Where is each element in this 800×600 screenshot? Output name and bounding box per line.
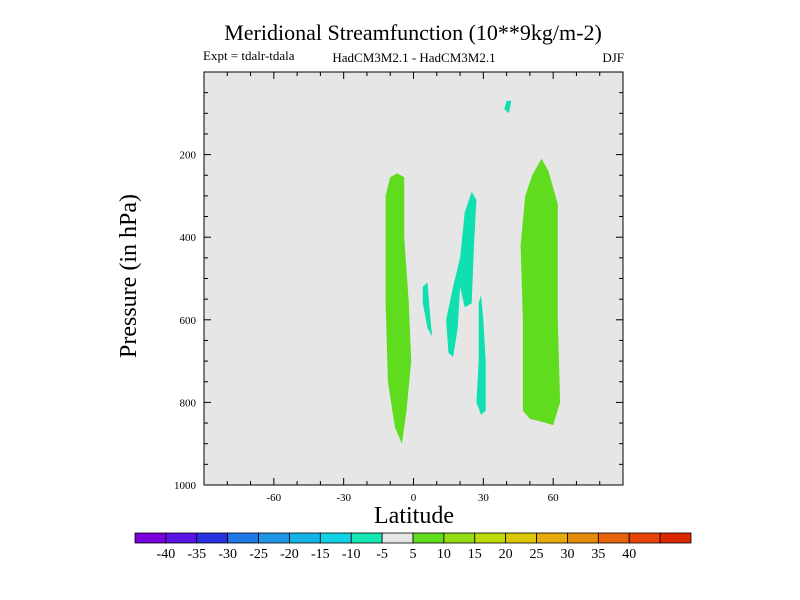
colorbar-label: -40	[157, 547, 176, 562]
colorbar-swatch	[536, 532, 568, 544]
y-tick-label: 1000	[174, 480, 197, 492]
colorbar-swatch	[289, 532, 321, 544]
x-axis-title: Latitude	[374, 503, 454, 529]
colorbar-swatch	[381, 532, 414, 544]
colorbar-swatch	[628, 532, 661, 544]
colorbar-label: -10	[342, 547, 361, 562]
contour-region-negative-10-to-5-upper-jet	[504, 100, 512, 114]
plot-background	[204, 72, 623, 485]
contour-region-positive-5-to-10-south	[385, 173, 412, 444]
contour-region-positive-5-to-10-north	[520, 158, 561, 426]
colorbar-label: 35	[591, 547, 605, 562]
colorbar-label: -5	[376, 547, 388, 562]
x-tick-label: -60	[266, 492, 281, 504]
contour-region-negative-10-to-5-midlat	[446, 191, 477, 357]
colorbar-swatch	[165, 532, 198, 544]
colorbar-label: 30	[560, 547, 574, 562]
x-tick-label: 30	[478, 492, 490, 504]
colorbar-label: 10	[437, 547, 451, 562]
colorbar-swatch	[505, 532, 537, 544]
colorbar-swatch	[597, 532, 630, 544]
colorbar-swatch	[412, 532, 445, 544]
colorbar-label: 15	[468, 547, 482, 562]
colorbar-label: -20	[280, 547, 299, 562]
colorbar-label: 5	[410, 547, 417, 562]
colorbar-swatch	[134, 532, 167, 544]
colorbar-label: 40	[622, 547, 636, 562]
y-tick-label: 200	[180, 150, 197, 162]
axis-ticks: -60 -30 0 30 60 200 400 600 800 1000	[174, 72, 623, 504]
x-tick-label: 60	[548, 492, 560, 504]
colorbar-swatch	[350, 532, 383, 544]
colorbar-swatch	[443, 532, 476, 544]
colorbar-label: -15	[311, 547, 330, 562]
colorbar-swatch	[659, 532, 692, 544]
colorbar-label: -30	[218, 547, 237, 562]
x-tick-label: -30	[336, 492, 351, 504]
colorbar: -40 -35 -30 -25 -20 -15 -10 -5 5 10 15 20 25 30 35 40	[134, 532, 692, 562]
colorbar-swatch	[567, 532, 599, 544]
colorbar-swatch	[258, 532, 290, 544]
colorbar-swatch	[474, 532, 507, 544]
colorbar-label: -35	[187, 547, 206, 562]
colorbar-label: -25	[249, 547, 268, 562]
y-tick-label: 800	[180, 397, 197, 409]
colorbar-label: 20	[499, 547, 513, 562]
y-tick-label: 600	[180, 315, 197, 327]
y-tick-label: 400	[180, 232, 197, 244]
colorbar-swatch	[319, 532, 352, 544]
colorbar-swatch	[196, 532, 229, 544]
experiment-label: Expt = tdalr-tdala	[203, 48, 295, 63]
x-tick-label: 0	[411, 492, 417, 504]
y-axis-title: Pressure (in hPa)	[116, 194, 142, 358]
colorbar-label: 25	[530, 547, 544, 562]
chart-title: Meridional Streamfunction (10**9kg/m-2)	[224, 20, 602, 45]
model-comparison-label: HadCM3M2.1 - HadCM3M2.1	[332, 50, 495, 65]
contour-region-negative-10-to-5-lower	[476, 295, 486, 415]
contour-region-negative-10-to-5-small-left	[422, 282, 433, 337]
colorbar-swatch	[227, 532, 259, 544]
plot-frame	[203, 71, 624, 486]
contour-regions	[385, 100, 561, 444]
season-label: DJF	[602, 50, 624, 65]
